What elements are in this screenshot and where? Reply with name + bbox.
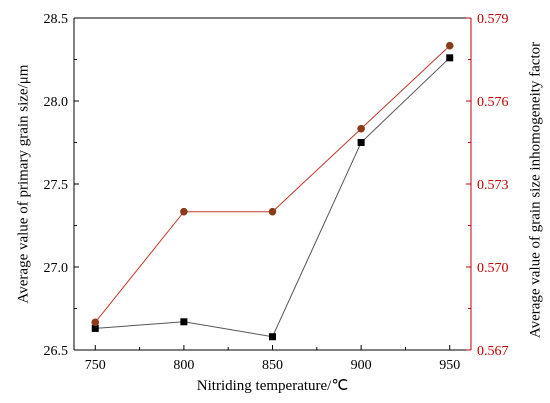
data-point-square	[446, 54, 454, 62]
plot-frame	[73, 17, 472, 351]
left-y-tick-label: 27.5	[44, 178, 69, 193]
data-point-circle	[357, 124, 365, 133]
series-line	[95, 57, 451, 338]
x-tick-label: 800	[173, 358, 194, 373]
series-inhomogeneity-factor	[91, 41, 454, 327]
left-y-tick-label: 28.0	[44, 95, 69, 110]
series-layer	[91, 41, 454, 341]
x-axis-title: Nitriding temperature/℃	[197, 378, 348, 394]
data-point-square	[269, 333, 276, 341]
right-y-axis-title: Average value of grain size inhomogeneit…	[527, 42, 543, 338]
right-y-tick-label: 0.573	[477, 178, 509, 193]
left-y-axis-title: Average value of primary grain size/μm	[15, 64, 31, 303]
x-tick-label: 900	[351, 358, 372, 373]
x-axis: 750 800 850 900 950	[85, 345, 460, 373]
x-tick-label: 850	[262, 358, 283, 373]
data-point-circle	[180, 207, 188, 216]
right-y-tick-label: 0.579	[477, 12, 509, 27]
data-point-circle	[268, 207, 277, 216]
x-tick-label: 750	[85, 358, 106, 373]
left-y-axis: 26.5 27.0 27.5 28.0 28.5	[44, 12, 79, 359]
data-point-square	[91, 324, 99, 332]
left-y-tick-label: 27.0	[44, 261, 69, 276]
series-line	[94, 45, 451, 323]
right-y-tick-label: 0.576	[477, 95, 509, 110]
data-point-circle	[91, 318, 100, 327]
right-y-axis: 0.567 0.570 0.573 0.576 0.579	[466, 12, 509, 359]
right-y-tick-label: 0.567	[477, 344, 509, 359]
series-primary-grain-size	[91, 54, 454, 341]
left-y-tick-label: 28.5	[44, 12, 69, 27]
data-point-square	[180, 318, 188, 326]
x-tick-label: 950	[439, 358, 460, 373]
data-point-circle	[445, 41, 454, 50]
right-y-tick-label: 0.570	[477, 261, 509, 276]
left-y-tick-label: 26.5	[44, 344, 69, 359]
data-point-square	[357, 139, 365, 146]
